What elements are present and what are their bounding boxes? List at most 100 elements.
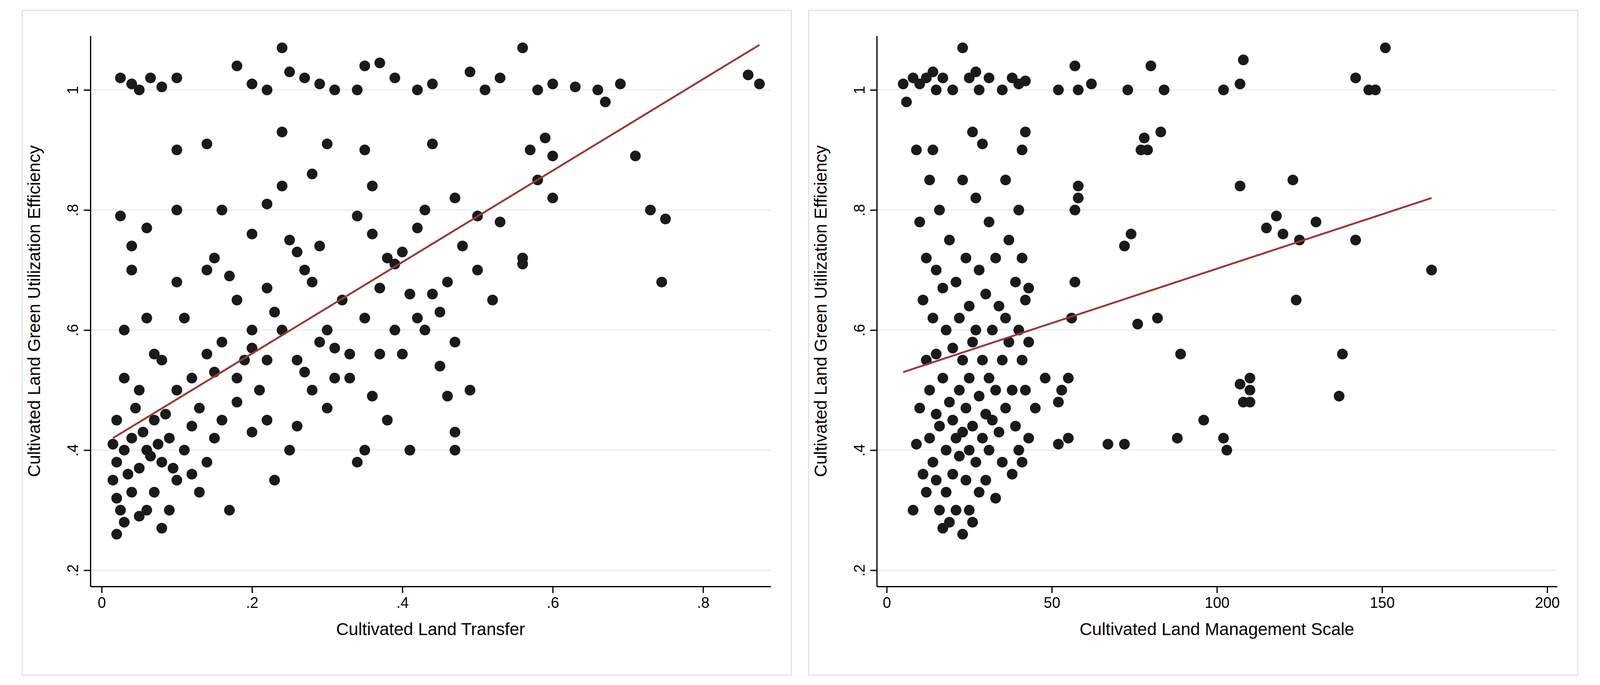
scatter-point — [231, 397, 243, 408]
scatter-point — [940, 324, 952, 336]
x-tick: .6 — [546, 586, 560, 612]
y-tick: .2 — [64, 564, 91, 577]
scatter-point — [954, 451, 965, 462]
scatter-point — [329, 342, 341, 354]
scatter-point — [1013, 445, 1025, 457]
scatter-point — [321, 324, 333, 336]
scatter-point — [1244, 373, 1256, 384]
y-tick-mark — [83, 209, 91, 211]
scatter-point — [954, 312, 965, 324]
scatter-point — [145, 451, 156, 462]
y-tick-label: .8 — [850, 204, 868, 217]
scatter-point — [449, 336, 461, 348]
scatter-point — [1350, 72, 1362, 84]
scatter-point — [216, 204, 228, 216]
scatter-point — [171, 385, 182, 396]
scatter-point — [291, 354, 303, 366]
scatter-point — [1023, 336, 1035, 348]
scatter-point — [261, 198, 273, 210]
scatter-point — [954, 385, 965, 396]
grid-line — [90, 329, 771, 331]
scatter-point — [539, 132, 551, 144]
scatter-point — [411, 84, 423, 96]
x-tick-label: 0 — [882, 594, 891, 612]
scatter-point — [419, 324, 431, 336]
scatter-point — [145, 72, 156, 84]
scatter-point — [973, 486, 985, 498]
scatter-point — [1053, 397, 1064, 408]
y-tick-label: .2 — [850, 564, 868, 577]
y-tick-label: .8 — [64, 204, 82, 217]
scatter-point — [947, 84, 959, 96]
y-tick: .4 — [850, 444, 877, 457]
scatter-point — [1172, 432, 1183, 444]
scatter-point — [321, 138, 333, 150]
scatter-point — [592, 84, 604, 96]
scatter-point — [1244, 385, 1256, 396]
scatter-point — [186, 373, 198, 384]
scatter-point — [1244, 397, 1256, 408]
scatter-point — [156, 81, 168, 93]
x-tick: 0 — [97, 586, 107, 612]
scatter-point — [366, 180, 378, 192]
scatter-point — [186, 420, 198, 432]
scatter-point — [329, 373, 341, 384]
scatter-point — [291, 420, 303, 432]
scatter-point — [201, 138, 213, 150]
scatter-point — [209, 432, 220, 444]
scatter-point — [931, 84, 942, 96]
scatter-point — [201, 457, 213, 468]
scatter-point — [1016, 252, 1028, 264]
x-tick-mark — [1546, 586, 1549, 594]
scatter-point — [1261, 222, 1272, 234]
scatter-point — [419, 204, 431, 216]
y-tick-mark — [870, 570, 877, 572]
scatter-point — [374, 349, 386, 360]
y-tick-label: .4 — [64, 444, 82, 457]
scatter-point — [1010, 276, 1021, 288]
scatter-point — [209, 252, 220, 264]
scatter-point — [957, 529, 969, 540]
scatter-point — [261, 415, 273, 426]
x-tick: .2 — [245, 586, 259, 612]
panel-frame — [808, 10, 1579, 676]
scatter-point — [141, 312, 153, 324]
scatter-point — [1310, 216, 1322, 228]
scatter-point — [1000, 312, 1012, 324]
scatter-point — [156, 354, 168, 366]
scatter-point — [231, 60, 243, 72]
scatter-point — [1020, 75, 1031, 87]
scatter-point — [1119, 241, 1130, 252]
scatter-point — [449, 192, 461, 204]
figure: .2.4.6.810.2.4.6.8Cultivated Land Transf… — [0, 0, 1600, 685]
scatter-point — [167, 463, 179, 474]
scatter-point — [957, 354, 969, 366]
x-tick-label: 100 — [1204, 594, 1230, 612]
y-axis-line — [89, 36, 92, 588]
scatter-point — [656, 276, 667, 288]
scatter-point — [517, 258, 528, 270]
scatter-point — [1023, 432, 1035, 444]
scatter-point — [931, 349, 942, 360]
scatter-point — [931, 408, 942, 420]
scatter-point — [284, 445, 296, 457]
scatter-point — [742, 69, 754, 81]
x-tick: 50 — [1043, 586, 1061, 612]
scatter-point — [970, 66, 982, 78]
scatter-point — [148, 486, 160, 498]
scatter-point — [411, 312, 423, 324]
scatter-point — [907, 505, 919, 516]
scatter-point — [940, 445, 952, 457]
grid-line — [876, 209, 1558, 211]
scatter-point — [1271, 210, 1282, 222]
scatter-point — [193, 403, 205, 414]
x-tick-mark — [401, 586, 404, 594]
scatter-point — [122, 469, 134, 480]
y-axis-title: Cultivated Land Green Utilization Effici… — [810, 145, 831, 478]
scatter-point — [1155, 126, 1167, 138]
scatter-point — [246, 427, 258, 438]
y-tick: .6 — [64, 324, 91, 337]
scatter-point — [352, 84, 363, 96]
scatter-point — [1218, 432, 1229, 444]
scatter-point — [118, 324, 130, 336]
